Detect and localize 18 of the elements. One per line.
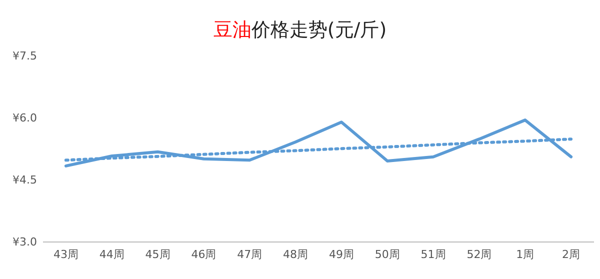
x-tick-label: 1周: [516, 248, 534, 261]
x-tick-label: 44周: [99, 248, 124, 261]
line-series: [64, 118, 573, 168]
chart-title: 豆油价格走势(元/斤): [213, 19, 387, 41]
y-tick-label: ¥3.0: [12, 236, 37, 249]
x-tick-label: 2周: [562, 248, 580, 261]
y-tick-label: ¥7.5: [12, 50, 37, 63]
x-tick-label: 48周: [283, 248, 308, 261]
x-tick-label: 49周: [328, 248, 354, 261]
y-tick-label: ¥4.5: [12, 174, 37, 187]
x-tick-label: 46周: [191, 248, 216, 261]
x-tick-label: 45周: [145, 248, 170, 261]
x-tick-label: 47周: [237, 248, 262, 261]
x-tick-label: 43周: [53, 248, 78, 261]
x-tick-label: 51周: [420, 248, 446, 261]
x-tick-label: 50周: [374, 248, 400, 261]
y-tick-label: ¥6.0: [12, 112, 37, 125]
x-tick-label: 52周: [466, 248, 492, 261]
